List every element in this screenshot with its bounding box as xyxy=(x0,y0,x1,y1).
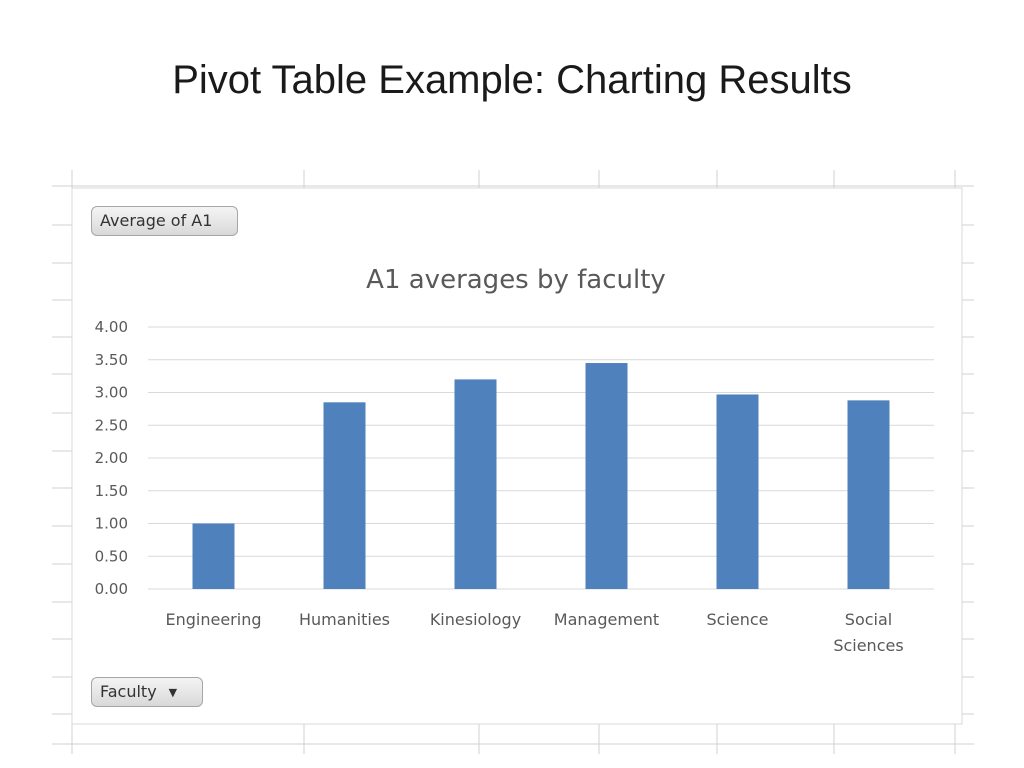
pivot-chart: A1 averages by faculty 0.00 0.50 1.00 1.50 2.… xyxy=(52,170,974,754)
x-tick-label: Humanities xyxy=(299,610,390,629)
bar-science xyxy=(716,394,759,589)
y-tick-label: 3.50 xyxy=(95,351,128,369)
y-tick-label: 4.00 xyxy=(95,318,128,336)
chart-title: A1 averages by faculty xyxy=(366,265,666,295)
value-field-button[interactable]: Average of A1 xyxy=(91,206,238,236)
y-tick-label: 2.50 xyxy=(95,416,128,434)
y-tick-label: 2.00 xyxy=(95,449,128,467)
bar-management xyxy=(585,363,628,589)
x-tick-label: Kinesiology xyxy=(430,610,521,629)
x-tick-label: Management xyxy=(554,610,659,629)
faculty-field-button[interactable]: Faculty ▼ xyxy=(91,677,203,707)
x-tick-label: Science xyxy=(706,610,768,629)
faculty-field-label: Faculty xyxy=(100,682,157,701)
bar-humanities xyxy=(323,402,366,589)
bar-engineering xyxy=(192,523,235,589)
x-tick-label: Social xyxy=(845,610,892,629)
dropdown-arrow-icon[interactable]: ▼ xyxy=(168,686,178,699)
chart-area xyxy=(71,187,963,725)
x-tick-label: Sciences xyxy=(833,636,903,655)
y-tick-label: 0.50 xyxy=(95,547,128,565)
slide-title: Pivot Table Example: Charting Results xyxy=(172,58,852,102)
bar-social-sciences xyxy=(847,400,890,589)
spreadsheet-area: A1 averages by faculty 0.00 0.50 1.00 1.50 2.… xyxy=(52,170,974,754)
y-tick-label: 1.00 xyxy=(95,515,128,533)
y-tick-label: 3.00 xyxy=(95,384,128,402)
bar-kinesiology xyxy=(454,379,497,589)
y-tick-label: 1.50 xyxy=(95,482,128,500)
y-tick-label: 0.00 xyxy=(95,580,128,598)
value-field-label: Average of A1 xyxy=(100,211,213,230)
x-tick-label: Engineering xyxy=(166,610,262,629)
